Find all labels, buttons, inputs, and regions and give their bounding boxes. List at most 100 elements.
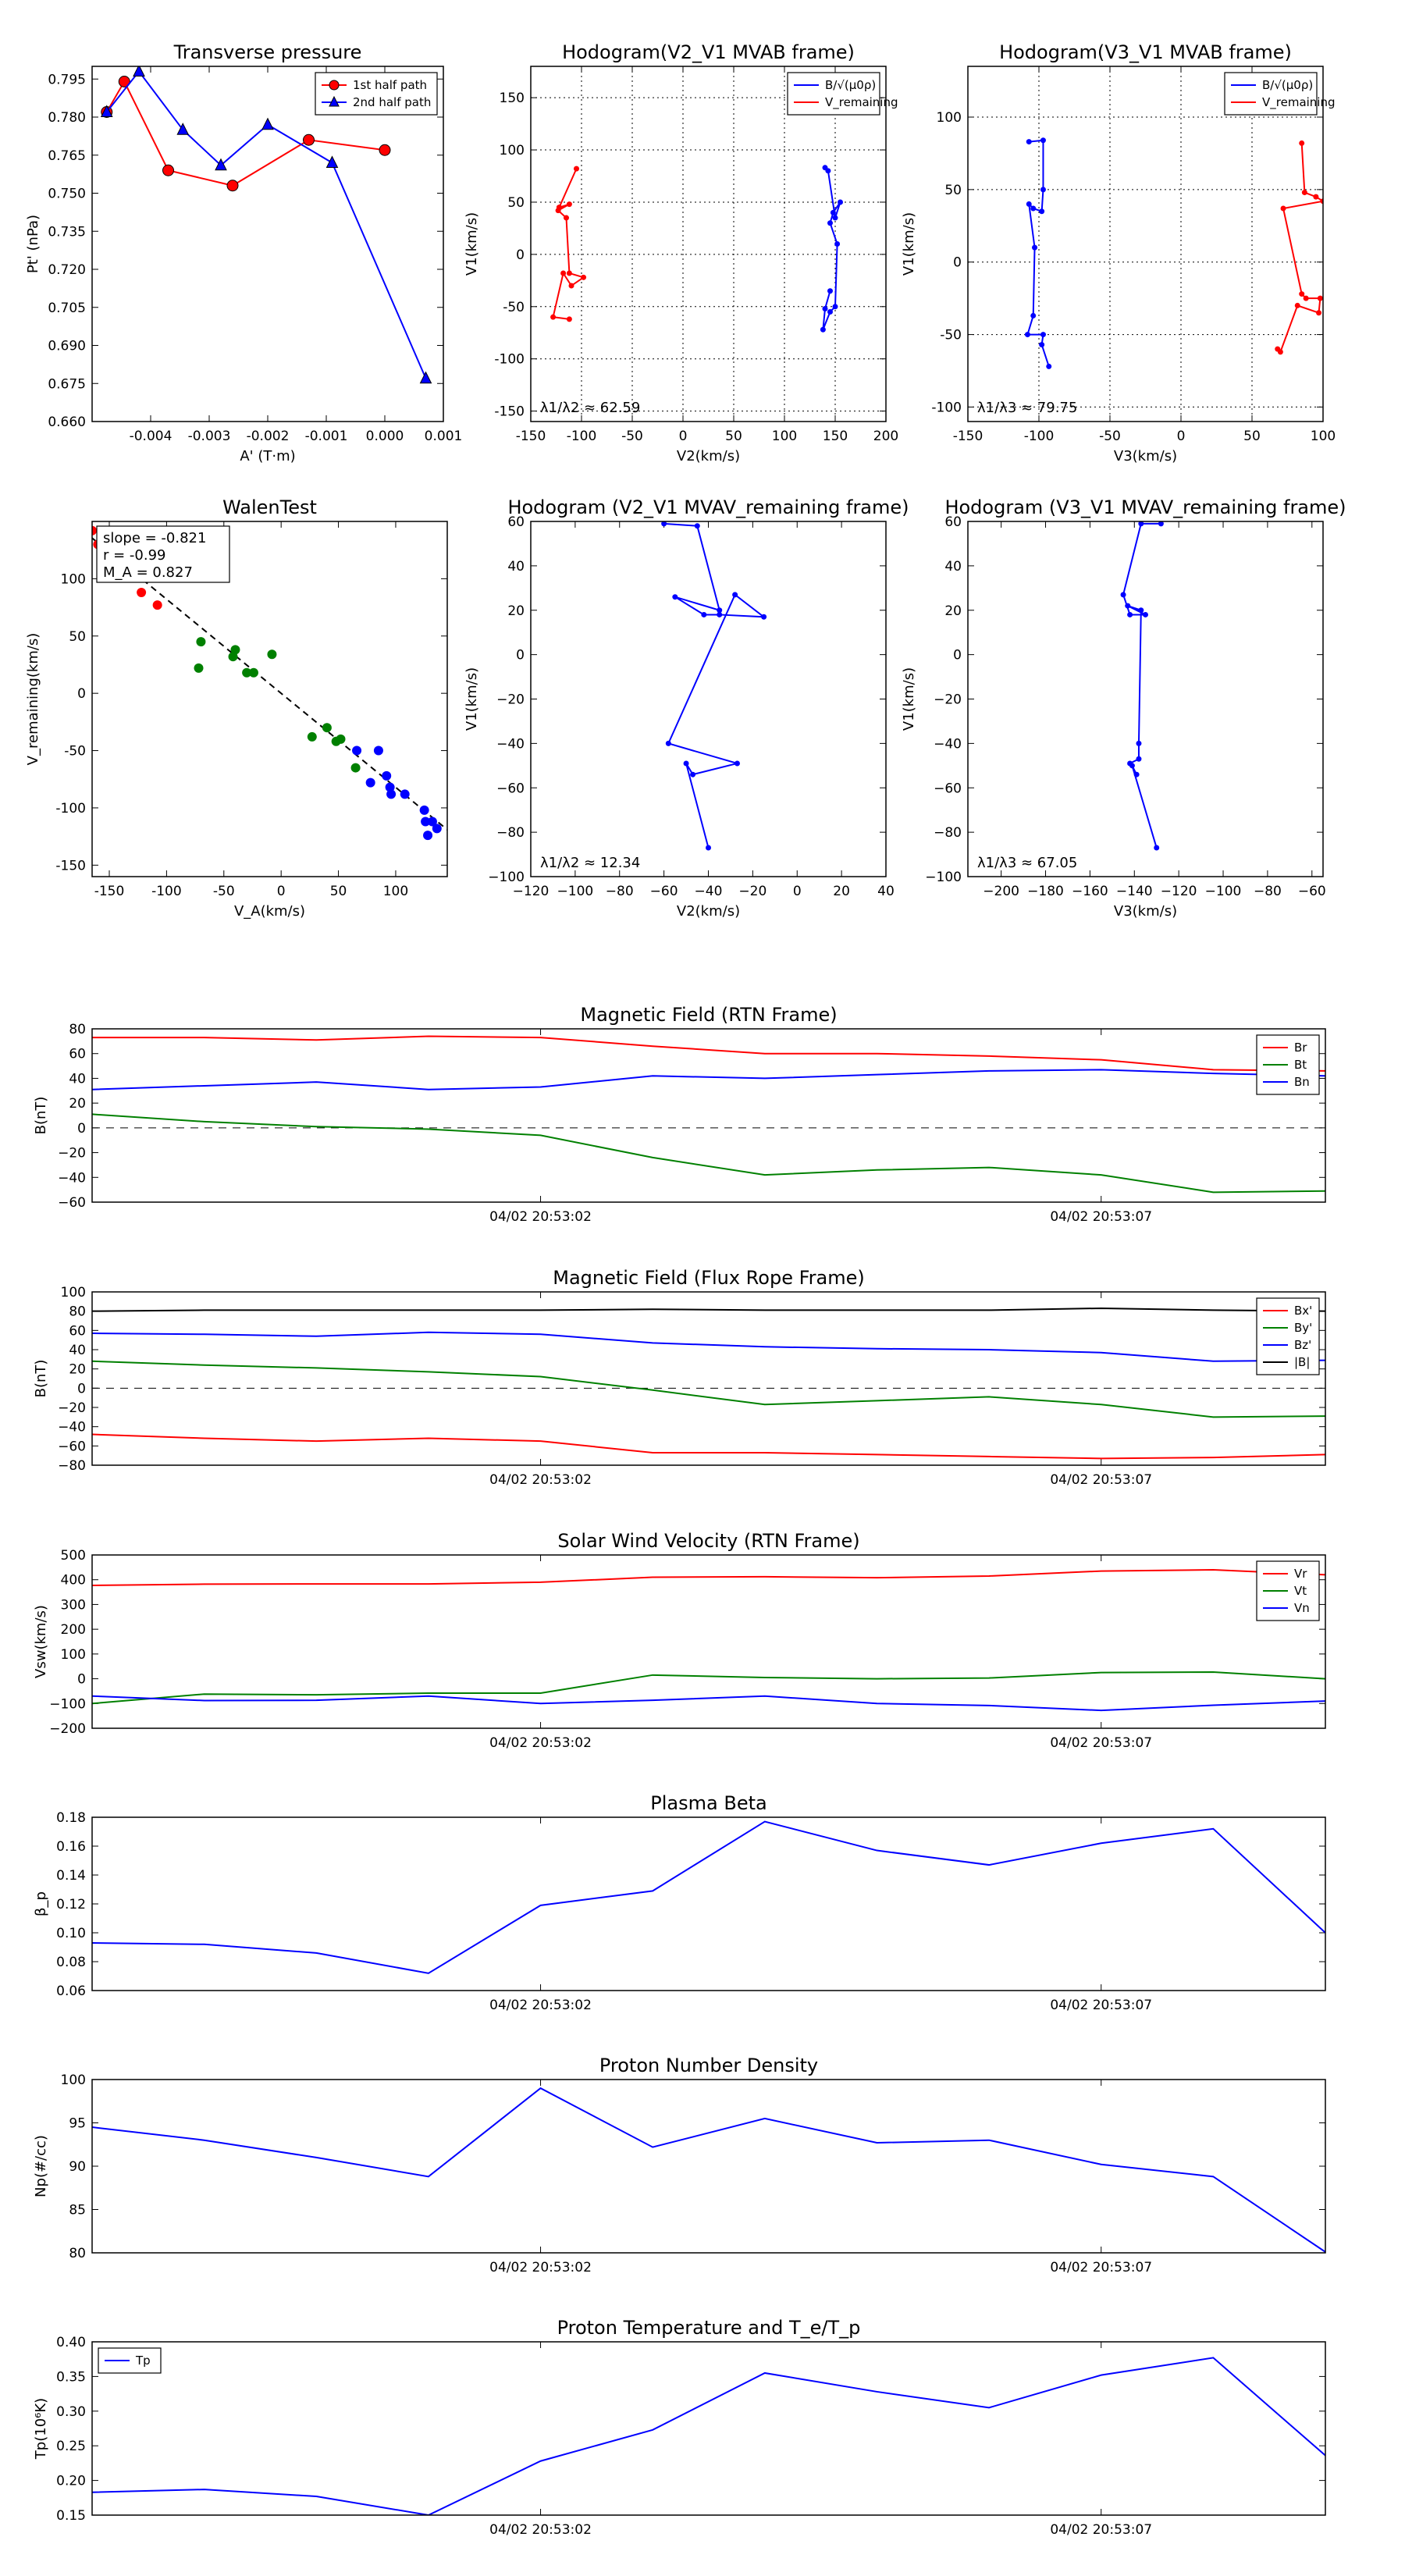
x-tick-label: -50	[1099, 429, 1121, 444]
x-axis-label: V_A(km/s)	[234, 903, 305, 920]
series-walen-1	[194, 637, 361, 773]
series-h4-0	[1120, 521, 1164, 851]
x-tick-label: −80	[606, 884, 634, 899]
legend: B/√(μ0ρ) V_remaining	[787, 72, 898, 116]
data-point	[1275, 346, 1281, 352]
series-vsw-0	[92, 1569, 1325, 1587]
y-tick-label: 80	[69, 2246, 86, 2261]
data-point	[100, 105, 113, 117]
y-tick-label: -50	[503, 300, 525, 315]
x-tick-label: 40	[877, 884, 895, 899]
data-point	[176, 123, 190, 135]
x-tick-label: 50	[330, 884, 347, 899]
data-point	[1299, 140, 1305, 146]
data-point	[373, 745, 383, 756]
y-tick-label: 0	[953, 648, 962, 664]
x-tick-label: -100	[1024, 429, 1055, 444]
series-vsw-2	[92, 1695, 1325, 1712]
x-tick-label: 50	[1243, 429, 1261, 444]
x-tick-label: 0.001	[425, 429, 463, 444]
series-h2-1	[1275, 140, 1323, 355]
data-point	[1030, 205, 1037, 212]
x-tick-label: 100	[383, 884, 408, 899]
y-tick-label: 0.06	[56, 1984, 86, 1999]
data-point	[1129, 763, 1135, 769]
y-axis-label: V1(km/s)	[464, 212, 480, 276]
y-tick-label: −40	[58, 1170, 86, 1186]
data-point	[1320, 198, 1323, 205]
series-tp-0	[101, 76, 391, 192]
legend-label: Tp	[135, 2354, 151, 2368]
y-tick-label: 90	[69, 2159, 86, 2175]
plot-frame	[530, 521, 887, 877]
y-axis-label: B(nT)	[33, 1360, 49, 1398]
lambda-annotation: λ1/λ2 ≈ 12.34	[540, 855, 640, 871]
x-tick-label: 04/02 20:53:07	[1050, 1998, 1152, 2013]
chart-title: Magnetic Field (Flux Rope Frame)	[553, 1267, 864, 1289]
series-h1-1	[550, 165, 587, 322]
legend-label: V_remaining	[825, 95, 898, 110]
x-tick-label: 04/02 20:53:02	[489, 1735, 592, 1751]
x-tick-label: -100	[151, 884, 182, 899]
data-point	[832, 215, 838, 221]
series-line	[92, 1433, 1325, 1460]
series-mag_fr-0	[92, 1433, 1325, 1460]
data-point	[701, 611, 707, 617]
x-tick-label: −60	[650, 884, 678, 899]
chart-mag_rtn: 04/02 20:53:02 04/02 20:53:07 −60 −40 −20 0 20…	[33, 1004, 1326, 1225]
y-tick-label: 40	[69, 1071, 86, 1087]
data-point	[196, 637, 206, 647]
chart-h2: -150 -100 -50 0 50 100 -100 -50 0 50 100 Hodogram(V…	[901, 41, 1336, 464]
y-tick-label: 0	[953, 255, 962, 271]
y-tick-label: −20	[496, 692, 525, 708]
legend-label: |B|	[1294, 1355, 1310, 1369]
data-point	[1280, 205, 1286, 212]
chart-h3: −120 −100 −80 −60 −40 −20 0 20 40−100−80−60−40−2…	[464, 496, 909, 920]
plot-frame	[967, 66, 1324, 422]
y-tick-label: −100	[488, 870, 525, 885]
x-axis-label: V2(km/s)	[677, 448, 740, 464]
data-point	[560, 270, 567, 276]
data-point	[307, 731, 317, 742]
data-point	[1154, 845, 1160, 851]
y-axis-label: Tp(10⁶K)	[33, 2398, 49, 2460]
data-point	[365, 777, 375, 788]
legend-label: Bt	[1294, 1058, 1307, 1072]
y-tick-label: 20	[507, 603, 525, 619]
data-point	[267, 649, 277, 660]
series-mag_fr-1	[92, 1360, 1325, 1418]
data-point	[581, 274, 587, 280]
y-tick-label: 40	[69, 1343, 86, 1358]
y-tick-label: 0	[77, 1672, 86, 1688]
data-point	[734, 760, 740, 767]
data-point	[427, 817, 437, 827]
data-point	[825, 168, 831, 174]
x-tick-label: 0	[793, 884, 802, 899]
data-point	[228, 652, 238, 662]
lambda-annotation: λ1/λ3 ≈ 79.75	[977, 400, 1077, 416]
x-tick-label: −20	[738, 884, 767, 899]
y-tick-label: −80	[496, 825, 525, 841]
y-tick-label: 0.660	[48, 415, 86, 430]
x-tick-label: -0.004	[130, 429, 173, 444]
data-point	[379, 144, 391, 156]
series-line	[92, 1113, 1325, 1194]
y-tick-label: 20	[944, 603, 962, 619]
chart-walen: -150 -100 -50 0 50 100 -150 -100 -50 0 50 100 WalenT…	[25, 496, 448, 920]
y-tick-label: 0.08	[56, 1955, 86, 1970]
data-point	[1138, 607, 1144, 614]
plot-frame	[91, 1291, 1326, 1466]
series-line	[92, 1307, 1325, 1312]
y-tick-label: −80	[58, 1458, 86, 1474]
y-tick-label: 95	[69, 2116, 86, 2132]
chart-h1: -150 -100 -50 0 50 100 150 200 -150 -100 -50 0 50 100…	[464, 41, 898, 464]
legend-label: Bx'	[1294, 1304, 1312, 1318]
data-point	[827, 220, 833, 226]
legend-frame	[315, 72, 438, 116]
y-axis-label: V1(km/s)	[464, 667, 480, 731]
y-tick-label: 0.25	[56, 2439, 86, 2454]
data-point	[1313, 194, 1319, 200]
data-point	[432, 824, 442, 834]
data-point	[336, 734, 346, 744]
